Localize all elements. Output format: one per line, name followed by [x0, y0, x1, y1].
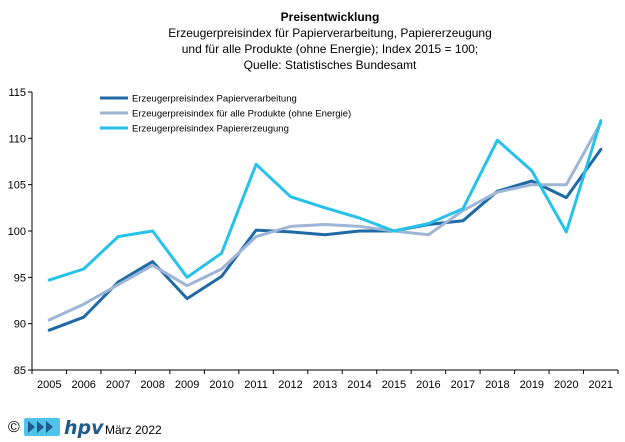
legend-label-1: Erzeugerpreisindex Papierverarbeitung [132, 94, 297, 105]
x-tick-label: 2015 [382, 379, 406, 391]
x-tick-label: 2011 [244, 379, 268, 391]
footer-date: März 2022 [105, 423, 162, 437]
x-tick-label: 2006 [71, 379, 95, 391]
legend-label-3: Erzeugerpreisindex Papiererzeugung [132, 124, 289, 135]
y-tick-label: 110 [8, 133, 26, 145]
x-tick-label: 2017 [451, 379, 475, 391]
x-tick-label: 2021 [589, 379, 613, 391]
chart-subtitle-line-1: Erzeugerpreisindex für Papierverarbeitun… [168, 26, 492, 40]
y-tick-label: 115 [8, 87, 26, 99]
x-tick-label: 2009 [175, 379, 199, 391]
logo-arrows-icon [24, 418, 60, 436]
y-tick-label: 100 [8, 226, 26, 238]
x-tick-label: 2020 [554, 379, 578, 391]
x-tick-label: 2014 [347, 379, 371, 391]
x-tick-label: 2007 [106, 379, 130, 391]
logo-text: hpv [64, 417, 104, 439]
series-group [47, 119, 603, 332]
footer: © hpv März 2022 [8, 417, 162, 439]
x-tick-label: 2019 [520, 379, 544, 391]
chart-subtitle-line-2: und für alle Produkte (ohne Energie); In… [182, 42, 479, 56]
chart-title: Preisentwicklung [281, 10, 380, 24]
series-line-1 [47, 148, 603, 332]
x-tick-label: 2008 [140, 379, 164, 391]
y-tick-label: 85 [14, 365, 26, 377]
x-tick-label: 2012 [278, 379, 302, 391]
x-tick-label: 2005 [37, 379, 61, 391]
axes [31, 92, 618, 371]
y-axis-ticks: 85 90 95 100 105 110 115 [8, 87, 32, 377]
chart-subtitle-line-3: Quelle: Statistisches Bundesamt [244, 58, 417, 72]
x-axis-ticks: 2005 2006 2007 2008 2009 2010 2011 2012 2013 2014… [31, 370, 619, 391]
y-tick-label: 90 [14, 319, 26, 331]
y-tick-label: 105 [8, 180, 26, 192]
legend-label-2: Erzeugerpreisindex für alle Produkte (oh… [132, 109, 351, 120]
x-tick-label: 2010 [209, 379, 233, 391]
x-tick-label: 2018 [485, 379, 509, 391]
x-tick-label: 2016 [416, 379, 440, 391]
x-tick-label: 2013 [313, 379, 337, 391]
y-tick-label: 95 [14, 272, 26, 284]
legend: Erzeugerpreisindex Papierverarbeitung Erz… [100, 94, 351, 135]
series-line-2 [47, 121, 603, 322]
copyright-symbol: © [8, 419, 20, 436]
series-line-3 [47, 119, 603, 282]
